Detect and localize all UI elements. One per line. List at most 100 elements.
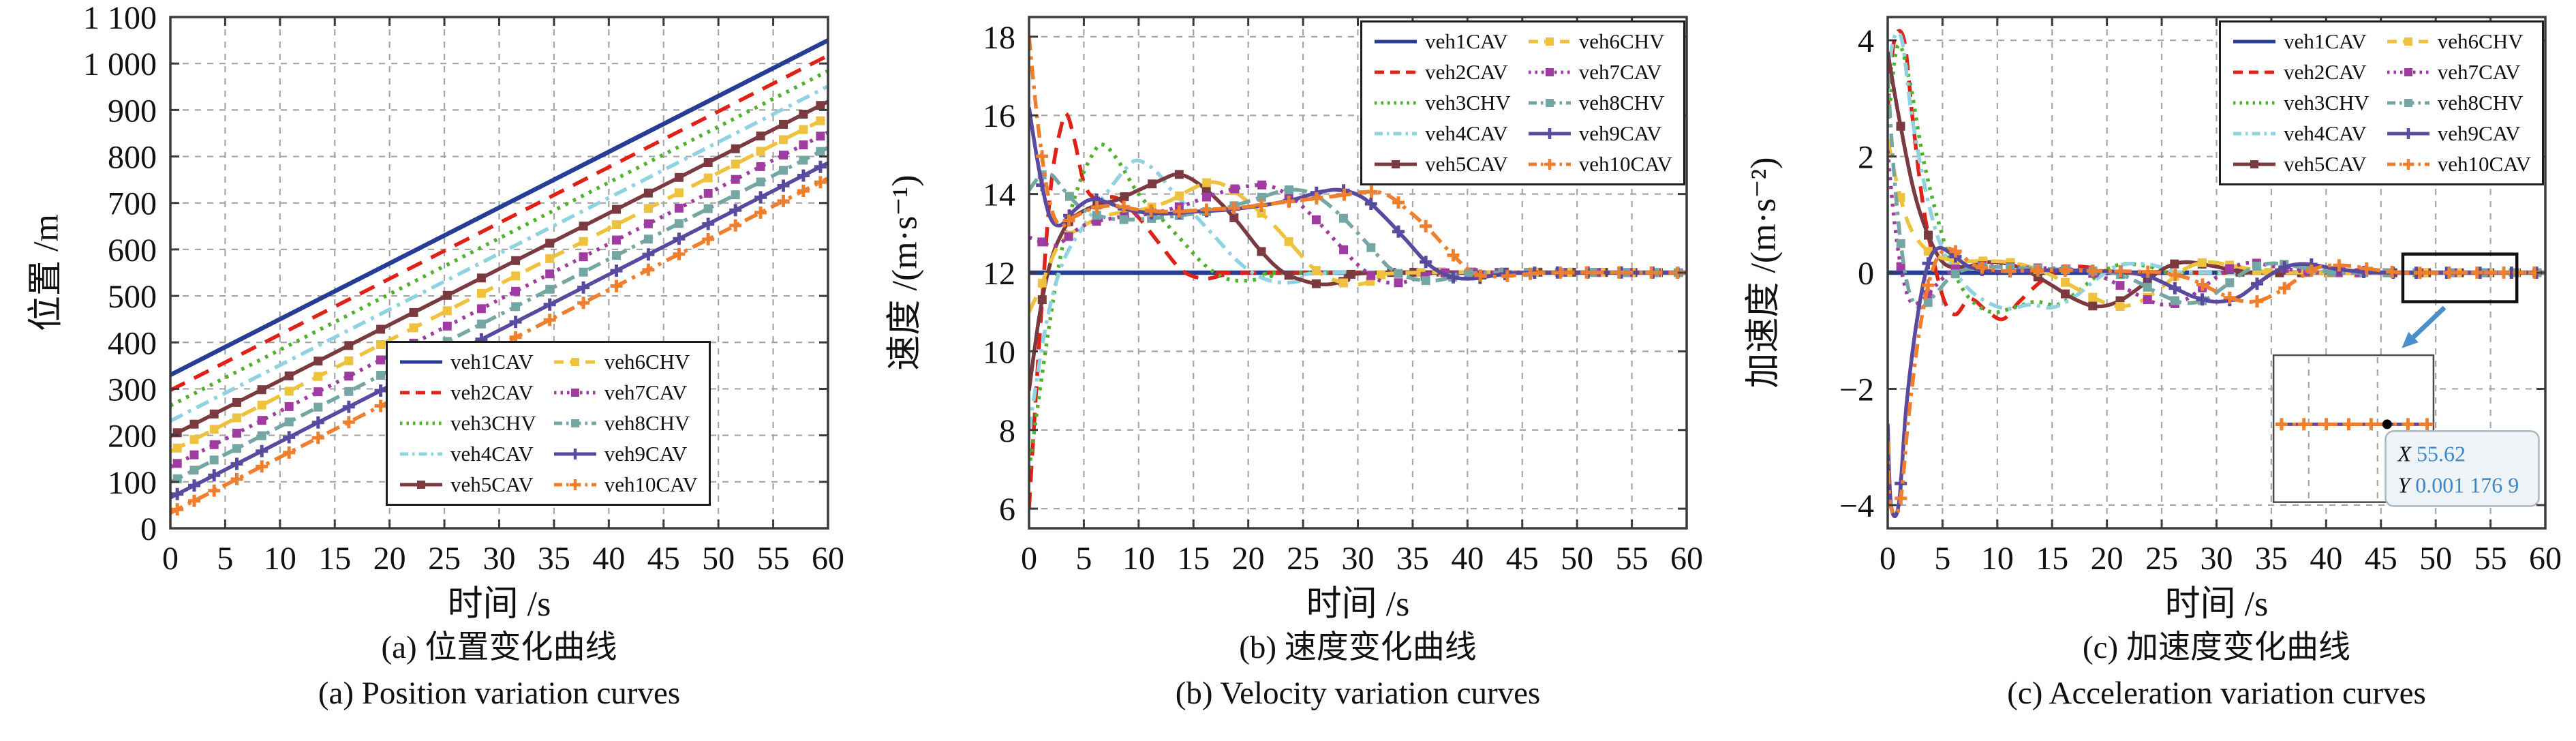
legend: veh1CAV veh2CAV veh3CHV veh4CAV veh5CAV veh6C… bbox=[1360, 20, 1685, 185]
series-marker bbox=[1896, 239, 1905, 248]
series-marker bbox=[1064, 192, 1074, 201]
series-marker bbox=[1554, 266, 1567, 279]
legend-line-sample bbox=[553, 358, 596, 366]
x-tick-label: 55 bbox=[2474, 541, 2507, 577]
series-marker bbox=[1394, 269, 1403, 278]
series-marker bbox=[643, 204, 653, 213]
y-tick-label: 1 100 bbox=[83, 0, 157, 36]
series-marker bbox=[756, 177, 765, 187]
series-marker bbox=[1612, 266, 1625, 279]
y-tick-label: −4 bbox=[1839, 488, 1874, 524]
series-marker bbox=[754, 191, 767, 204]
series-marker bbox=[816, 132, 825, 141]
series-marker bbox=[311, 416, 324, 429]
series-marker bbox=[1976, 261, 1989, 274]
series-marker bbox=[2470, 266, 2483, 279]
series-marker bbox=[1311, 279, 1321, 288]
legend-item-veh9CAV: veh9CAV bbox=[1527, 121, 1672, 146]
series-marker bbox=[313, 357, 323, 366]
series-marker bbox=[1285, 185, 1293, 194]
series-marker bbox=[376, 355, 386, 365]
legend-label: veh3CHV bbox=[450, 411, 536, 435]
series-marker bbox=[230, 457, 243, 470]
legend-item-veh1CAV: veh1CAV bbox=[2232, 29, 2370, 54]
series-marker bbox=[1202, 192, 1211, 202]
y-tick-label: −2 bbox=[1839, 372, 1874, 408]
data-tip: X 55.62 Y 0.001 176 9 bbox=[2385, 430, 2540, 507]
x-tick-label: 30 bbox=[483, 541, 516, 577]
legend-label: veh5CAV bbox=[450, 472, 534, 496]
legend-line-sample bbox=[553, 449, 596, 459]
series-marker bbox=[643, 235, 653, 244]
series-marker bbox=[171, 503, 184, 516]
x-tick-label: 50 bbox=[1561, 541, 1593, 577]
x-tick-label: 30 bbox=[1342, 541, 1375, 577]
series-marker bbox=[1255, 198, 1268, 211]
series-marker bbox=[2342, 418, 2355, 431]
series-marker bbox=[545, 284, 555, 294]
series-marker bbox=[1896, 262, 1905, 271]
series-marker bbox=[799, 110, 808, 119]
series-marker bbox=[208, 484, 221, 497]
series-marker bbox=[1257, 209, 1266, 218]
series-marker bbox=[256, 460, 269, 473]
series-marker bbox=[1062, 214, 1075, 227]
legend-item-veh7CAV: veh7CAV bbox=[2386, 60, 2531, 85]
series-marker bbox=[1120, 192, 1129, 202]
series-marker bbox=[703, 189, 713, 198]
series-marker bbox=[754, 206, 767, 219]
series-marker bbox=[209, 409, 219, 419]
series-marker bbox=[284, 387, 294, 396]
series-marker bbox=[1924, 230, 1933, 240]
series-marker bbox=[2251, 277, 2263, 290]
series-marker bbox=[1230, 184, 1240, 194]
series-marker bbox=[1501, 269, 1514, 282]
x-tick-label: 35 bbox=[1396, 541, 1429, 577]
panel-acceleration: X 55.62 Y 0.001 176 9 0 5 10 15 20 25 30 35 40 45 50… bbox=[1717, 0, 2576, 741]
y-tick-label: 8 bbox=[999, 413, 1015, 449]
series-marker bbox=[1148, 179, 1157, 189]
series-marker bbox=[1257, 247, 1266, 256]
y-tick-label: 12 bbox=[983, 256, 1015, 292]
series-marker bbox=[610, 264, 623, 277]
x-axis-label: 时间 /s bbox=[2164, 585, 2269, 624]
legend-line-sample bbox=[1528, 159, 1571, 170]
legend-item-veh8CHV: veh8CHV bbox=[553, 411, 698, 436]
series-veh1CAV bbox=[170, 38, 828, 377]
series-veh4CAV bbox=[1029, 158, 1687, 431]
x-tick-label: 55 bbox=[757, 541, 790, 577]
series-marker bbox=[2278, 261, 2291, 273]
series-marker bbox=[209, 455, 219, 465]
y-tick-label: 200 bbox=[108, 419, 157, 455]
series-marker bbox=[1339, 213, 1348, 223]
series-marker bbox=[1175, 191, 1184, 200]
series-marker bbox=[1377, 270, 1385, 279]
series-marker bbox=[2360, 262, 2373, 275]
legend-item-veh9CAV: veh9CAV bbox=[2386, 121, 2531, 146]
series-marker bbox=[2386, 265, 2399, 278]
legend-label: veh10CAV bbox=[2437, 152, 2531, 176]
legend-line-sample bbox=[1528, 37, 1571, 46]
series-marker bbox=[313, 402, 323, 412]
series-marker bbox=[2365, 418, 2378, 431]
x-tick-label: 30 bbox=[2201, 541, 2233, 577]
legend: veh1CAV veh2CAV veh3CHV veh4CAV veh5CAV veh6C… bbox=[2219, 20, 2544, 185]
series-marker bbox=[729, 219, 742, 232]
series-marker bbox=[779, 119, 788, 129]
legend-line-sample bbox=[1375, 70, 1417, 74]
legend-line-sample bbox=[400, 452, 442, 456]
series-marker bbox=[2252, 261, 2262, 271]
x-tick-label: 40 bbox=[2310, 541, 2342, 577]
series-marker bbox=[188, 479, 200, 492]
series-marker bbox=[1200, 203, 1213, 216]
legend-item-veh6CHV: veh6CHV bbox=[553, 350, 698, 374]
series-marker bbox=[189, 450, 199, 459]
series-marker bbox=[2031, 264, 2044, 277]
series-marker bbox=[674, 219, 684, 228]
panel-velocity: 0 5 10 15 20 25 30 35 40 45 50 55 60 6 8 10 12 14 16 18 速度 … bbox=[859, 0, 1717, 741]
series-marker bbox=[509, 316, 522, 329]
y-axis-label: 加速度 /(m·s⁻²) bbox=[1744, 157, 1783, 389]
series-marker bbox=[313, 387, 323, 397]
series-marker bbox=[2033, 272, 2042, 282]
x-tick-label: 25 bbox=[428, 541, 461, 577]
